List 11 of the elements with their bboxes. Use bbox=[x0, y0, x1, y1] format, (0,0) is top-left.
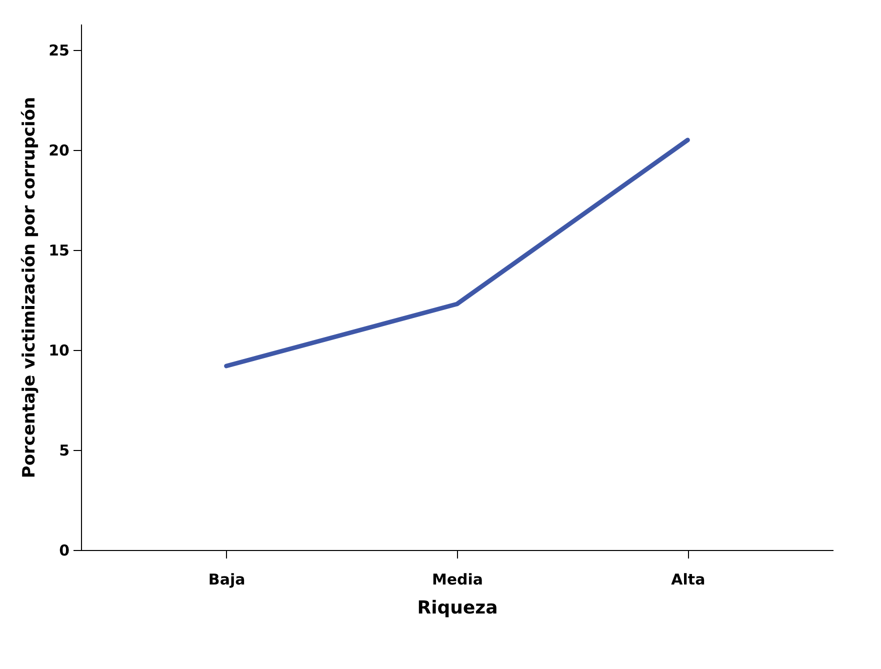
y-tick-label: 5 bbox=[59, 442, 70, 460]
x-tick-label: Alta bbox=[671, 570, 706, 588]
x-axis-title: Riqueza bbox=[417, 598, 498, 618]
y-tick-label: 0 bbox=[59, 542, 70, 560]
y-axis-title: Porcentaje victimización por corrupción bbox=[20, 96, 40, 478]
y-tick-label: 25 bbox=[48, 42, 70, 60]
x-tick-label: Baja bbox=[208, 570, 246, 588]
y-tick-label: 10 bbox=[48, 342, 70, 360]
y-tick-label: 15 bbox=[48, 242, 70, 260]
y-tick-label: 20 bbox=[48, 142, 70, 160]
x-tick-label: Media bbox=[432, 570, 484, 588]
